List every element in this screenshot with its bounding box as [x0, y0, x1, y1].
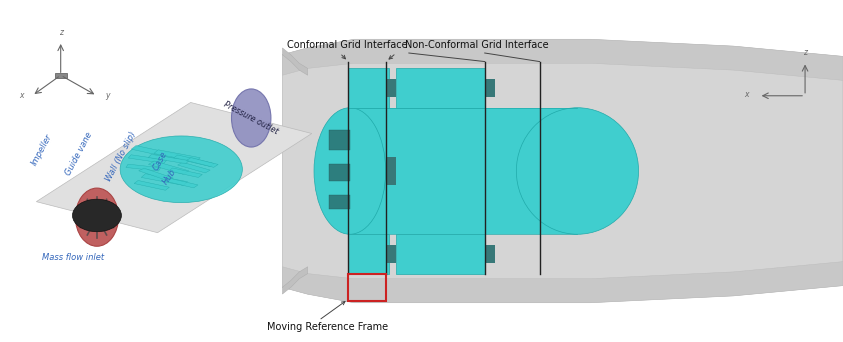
FancyBboxPatch shape [178, 162, 210, 173]
Text: z: z [59, 28, 62, 37]
Ellipse shape [72, 199, 121, 232]
Bar [485, 245, 495, 263]
Ellipse shape [314, 108, 385, 234]
Polygon shape [282, 48, 308, 75]
Ellipse shape [517, 108, 639, 234]
FancyBboxPatch shape [148, 161, 189, 174]
Text: Conformal Grid Interface: Conformal Grid Interface [287, 40, 407, 50]
Ellipse shape [121, 136, 243, 202]
Bar [485, 79, 495, 97]
Polygon shape [282, 267, 308, 294]
Text: y: y [105, 91, 110, 100]
Bar [55, 73, 67, 78]
Text: Pressure outlet: Pressure outlet [223, 100, 280, 136]
Text: Wall (No slip): Wall (No slip) [104, 130, 137, 183]
FancyBboxPatch shape [169, 168, 202, 177]
Polygon shape [282, 262, 843, 303]
Text: Hub: Hub [161, 168, 178, 186]
Text: Moving Reference Frame: Moving Reference Frame [266, 322, 388, 332]
Bar [348, 234, 389, 274]
Bar [386, 157, 396, 185]
FancyBboxPatch shape [164, 178, 198, 188]
Bar [350, 108, 577, 234]
FancyBboxPatch shape [142, 174, 187, 185]
Text: Non-Conformal Grid Interface: Non-Conformal Grid Interface [405, 40, 548, 50]
Bar [386, 245, 396, 263]
Ellipse shape [76, 188, 119, 246]
Bar [348, 274, 386, 301]
Bar [329, 130, 350, 150]
Bar [348, 68, 389, 108]
Text: Mass flow inlet: Mass flow inlet [42, 253, 105, 262]
Polygon shape [36, 103, 312, 233]
Bar [329, 195, 350, 209]
Bar [396, 68, 485, 108]
FancyBboxPatch shape [128, 155, 167, 163]
FancyBboxPatch shape [174, 155, 214, 167]
Polygon shape [282, 39, 843, 80]
FancyBboxPatch shape [132, 146, 180, 159]
FancyBboxPatch shape [148, 154, 189, 164]
Text: z: z [803, 49, 807, 57]
FancyBboxPatch shape [126, 164, 161, 171]
FancyBboxPatch shape [134, 181, 169, 190]
Text: Guide vane: Guide vane [63, 130, 94, 177]
FancyBboxPatch shape [186, 158, 218, 167]
FancyBboxPatch shape [154, 150, 200, 161]
Text: x: x [744, 90, 749, 98]
FancyBboxPatch shape [139, 168, 173, 181]
Ellipse shape [232, 89, 271, 147]
Bar [396, 234, 485, 274]
Polygon shape [282, 39, 843, 303]
Text: Impeller: Impeller [30, 133, 55, 168]
Text: Case: Case [152, 149, 169, 171]
Text: x: x [19, 91, 24, 100]
Bar [329, 164, 350, 181]
Bar [386, 79, 396, 97]
